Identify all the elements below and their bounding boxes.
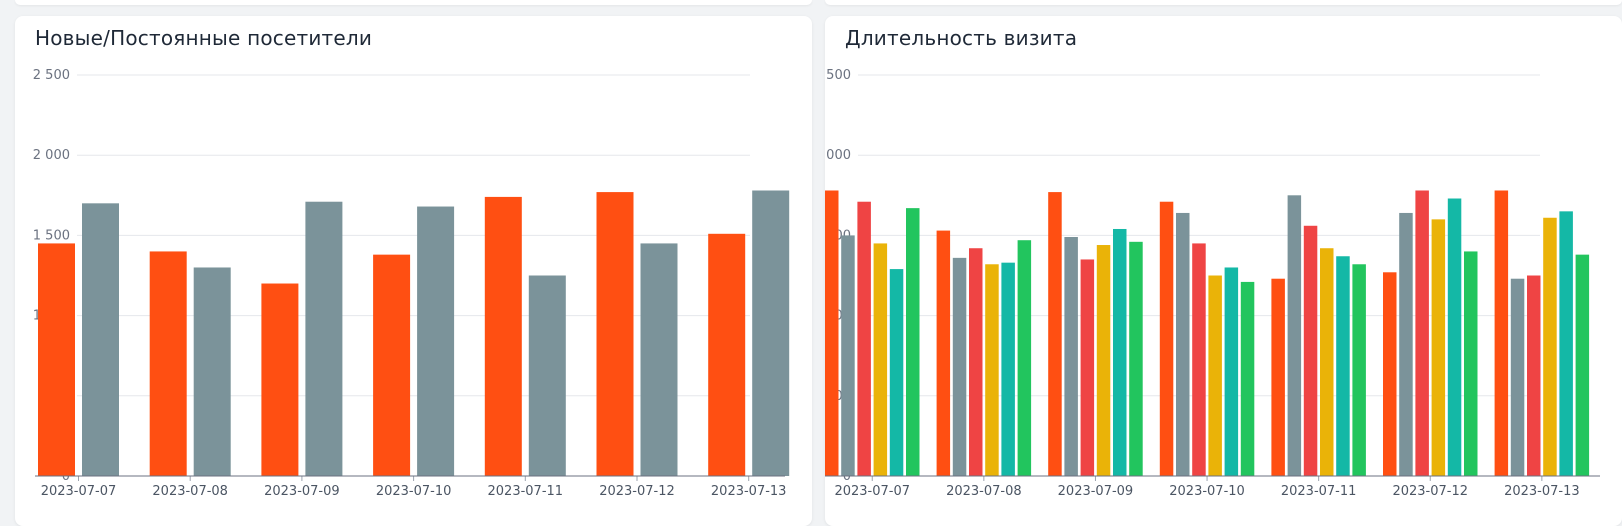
bar-s6-2023-07-10[interactable] (1240, 281, 1255, 476)
y-tick-label: 2 000 (33, 148, 70, 163)
x-tick-label: 2023-07-08 (946, 484, 1022, 499)
bar-Новые-2023-07-08[interactable] (149, 251, 187, 476)
bar-s3-2023-07-08[interactable] (969, 248, 983, 476)
bar-s1-2023-07-07[interactable] (825, 190, 839, 476)
bar-s1-2023-07-10[interactable] (1159, 201, 1174, 476)
bar-Новые-2023-07-12[interactable] (596, 192, 634, 477)
x-tick-label: 2023-07-11 (488, 484, 564, 499)
y-tick-label: 2 500 (33, 68, 70, 83)
bar-s1-2023-07-08[interactable] (936, 230, 951, 476)
bar-s5-2023-07-13[interactable] (1559, 211, 1573, 476)
bar-s2-2023-07-13[interactable] (1510, 278, 1525, 476)
x-tick-label: 2023-07-13 (1504, 484, 1580, 499)
bar-s2-2023-07-10[interactable] (1176, 212, 1190, 476)
bar-s6-2023-07-09[interactable] (1129, 241, 1143, 476)
bar-s4-2023-07-10[interactable] (1208, 275, 1222, 477)
bar-s2-2023-07-12[interactable] (1399, 212, 1413, 476)
bar-s6-2023-07-11[interactable] (1352, 264, 1366, 476)
y-tick-label: 2 500 (825, 68, 851, 83)
x-tick-label: 2023-07-07 (834, 484, 910, 499)
bar-Постоянные-2023-07-08[interactable] (193, 267, 231, 476)
bar-Постоянные-2023-07-11[interactable] (528, 275, 566, 477)
bar-s5-2023-07-09[interactable] (1113, 228, 1127, 476)
bar-s4-2023-07-13[interactable] (1543, 217, 1557, 477)
bar-s3-2023-07-09[interactable] (1080, 259, 1095, 476)
bar-Постоянные-2023-07-10[interactable] (417, 206, 455, 476)
bar-s3-2023-07-07[interactable] (857, 201, 871, 476)
bar-s5-2023-07-07[interactable] (889, 269, 904, 476)
top-card-edge-left (15, 0, 812, 5)
x-tick-label: 2023-07-07 (41, 484, 117, 499)
x-tick-label: 2023-07-12 (1392, 484, 1468, 499)
bar-Постоянные-2023-07-07[interactable] (82, 203, 119, 476)
bar-s3-2023-07-13[interactable] (1527, 275, 1541, 477)
x-tick-label: 2023-07-11 (1281, 484, 1357, 499)
bar-s4-2023-07-11[interactable] (1320, 248, 1334, 476)
bar-Постоянные-2023-07-12[interactable] (640, 243, 678, 476)
x-tick-label: 2023-07-10 (1169, 484, 1245, 499)
bar-Новые-2023-07-07[interactable] (38, 243, 75, 476)
duration-chart-title: Длительность визита (845, 26, 1078, 50)
x-tick-label: 2023-07-12 (599, 484, 675, 499)
bar-Новые-2023-07-09[interactable] (261, 283, 299, 476)
bar-s6-2023-07-13[interactable] (1575, 254, 1590, 476)
bar-s6-2023-07-12[interactable] (1464, 251, 1478, 476)
bar-Постоянные-2023-07-09[interactable] (305, 201, 343, 476)
bar-s3-2023-07-11[interactable] (1303, 225, 1318, 476)
bar-s1-2023-07-12[interactable] (1383, 272, 1397, 476)
bar-Новые-2023-07-13[interactable] (708, 233, 746, 476)
bar-s2-2023-07-09[interactable] (1064, 237, 1078, 476)
y-tick-label: 2 000 (825, 148, 851, 163)
x-tick-label: 2023-07-09 (264, 484, 340, 499)
bar-s1-2023-07-09[interactable] (1048, 192, 1062, 477)
top-card-edge-right (825, 0, 1622, 5)
bar-s5-2023-07-12[interactable] (1447, 198, 1462, 476)
x-tick-label: 2023-07-09 (1058, 484, 1134, 499)
bar-s1-2023-07-13[interactable] (1494, 190, 1509, 476)
bar-s5-2023-07-08[interactable] (1001, 262, 1015, 476)
bar-s2-2023-07-07[interactable] (841, 235, 855, 476)
bar-s4-2023-07-08[interactable] (985, 264, 999, 476)
bar-s5-2023-07-10[interactable] (1224, 267, 1239, 476)
bar-Новые-2023-07-10[interactable] (373, 254, 411, 476)
visitors-chart-title: Новые/Постоянные посетители (35, 26, 373, 50)
x-tick-label: 2023-07-08 (152, 484, 228, 499)
x-tick-label: 2023-07-13 (711, 484, 787, 499)
bar-s6-2023-07-07[interactable] (906, 208, 920, 476)
bar-s2-2023-07-11[interactable] (1287, 195, 1302, 477)
bar-s3-2023-07-12[interactable] (1415, 190, 1429, 476)
x-tick-label: 2023-07-10 (376, 484, 452, 499)
bar-s4-2023-07-09[interactable] (1096, 245, 1111, 476)
bar-s1-2023-07-11[interactable] (1271, 278, 1285, 476)
y-tick-label: 1 500 (33, 228, 70, 243)
bar-s5-2023-07-11[interactable] (1336, 256, 1350, 476)
bar-s6-2023-07-08[interactable] (1017, 240, 1032, 476)
bar-Новые-2023-07-11[interactable] (484, 196, 522, 477)
bar-s4-2023-07-07[interactable] (873, 243, 888, 476)
bar-s2-2023-07-08[interactable] (952, 257, 967, 476)
bar-s3-2023-07-10[interactable] (1192, 243, 1206, 476)
bar-Постоянные-2023-07-13[interactable] (752, 190, 790, 476)
bar-s4-2023-07-12[interactable] (1431, 219, 1446, 477)
